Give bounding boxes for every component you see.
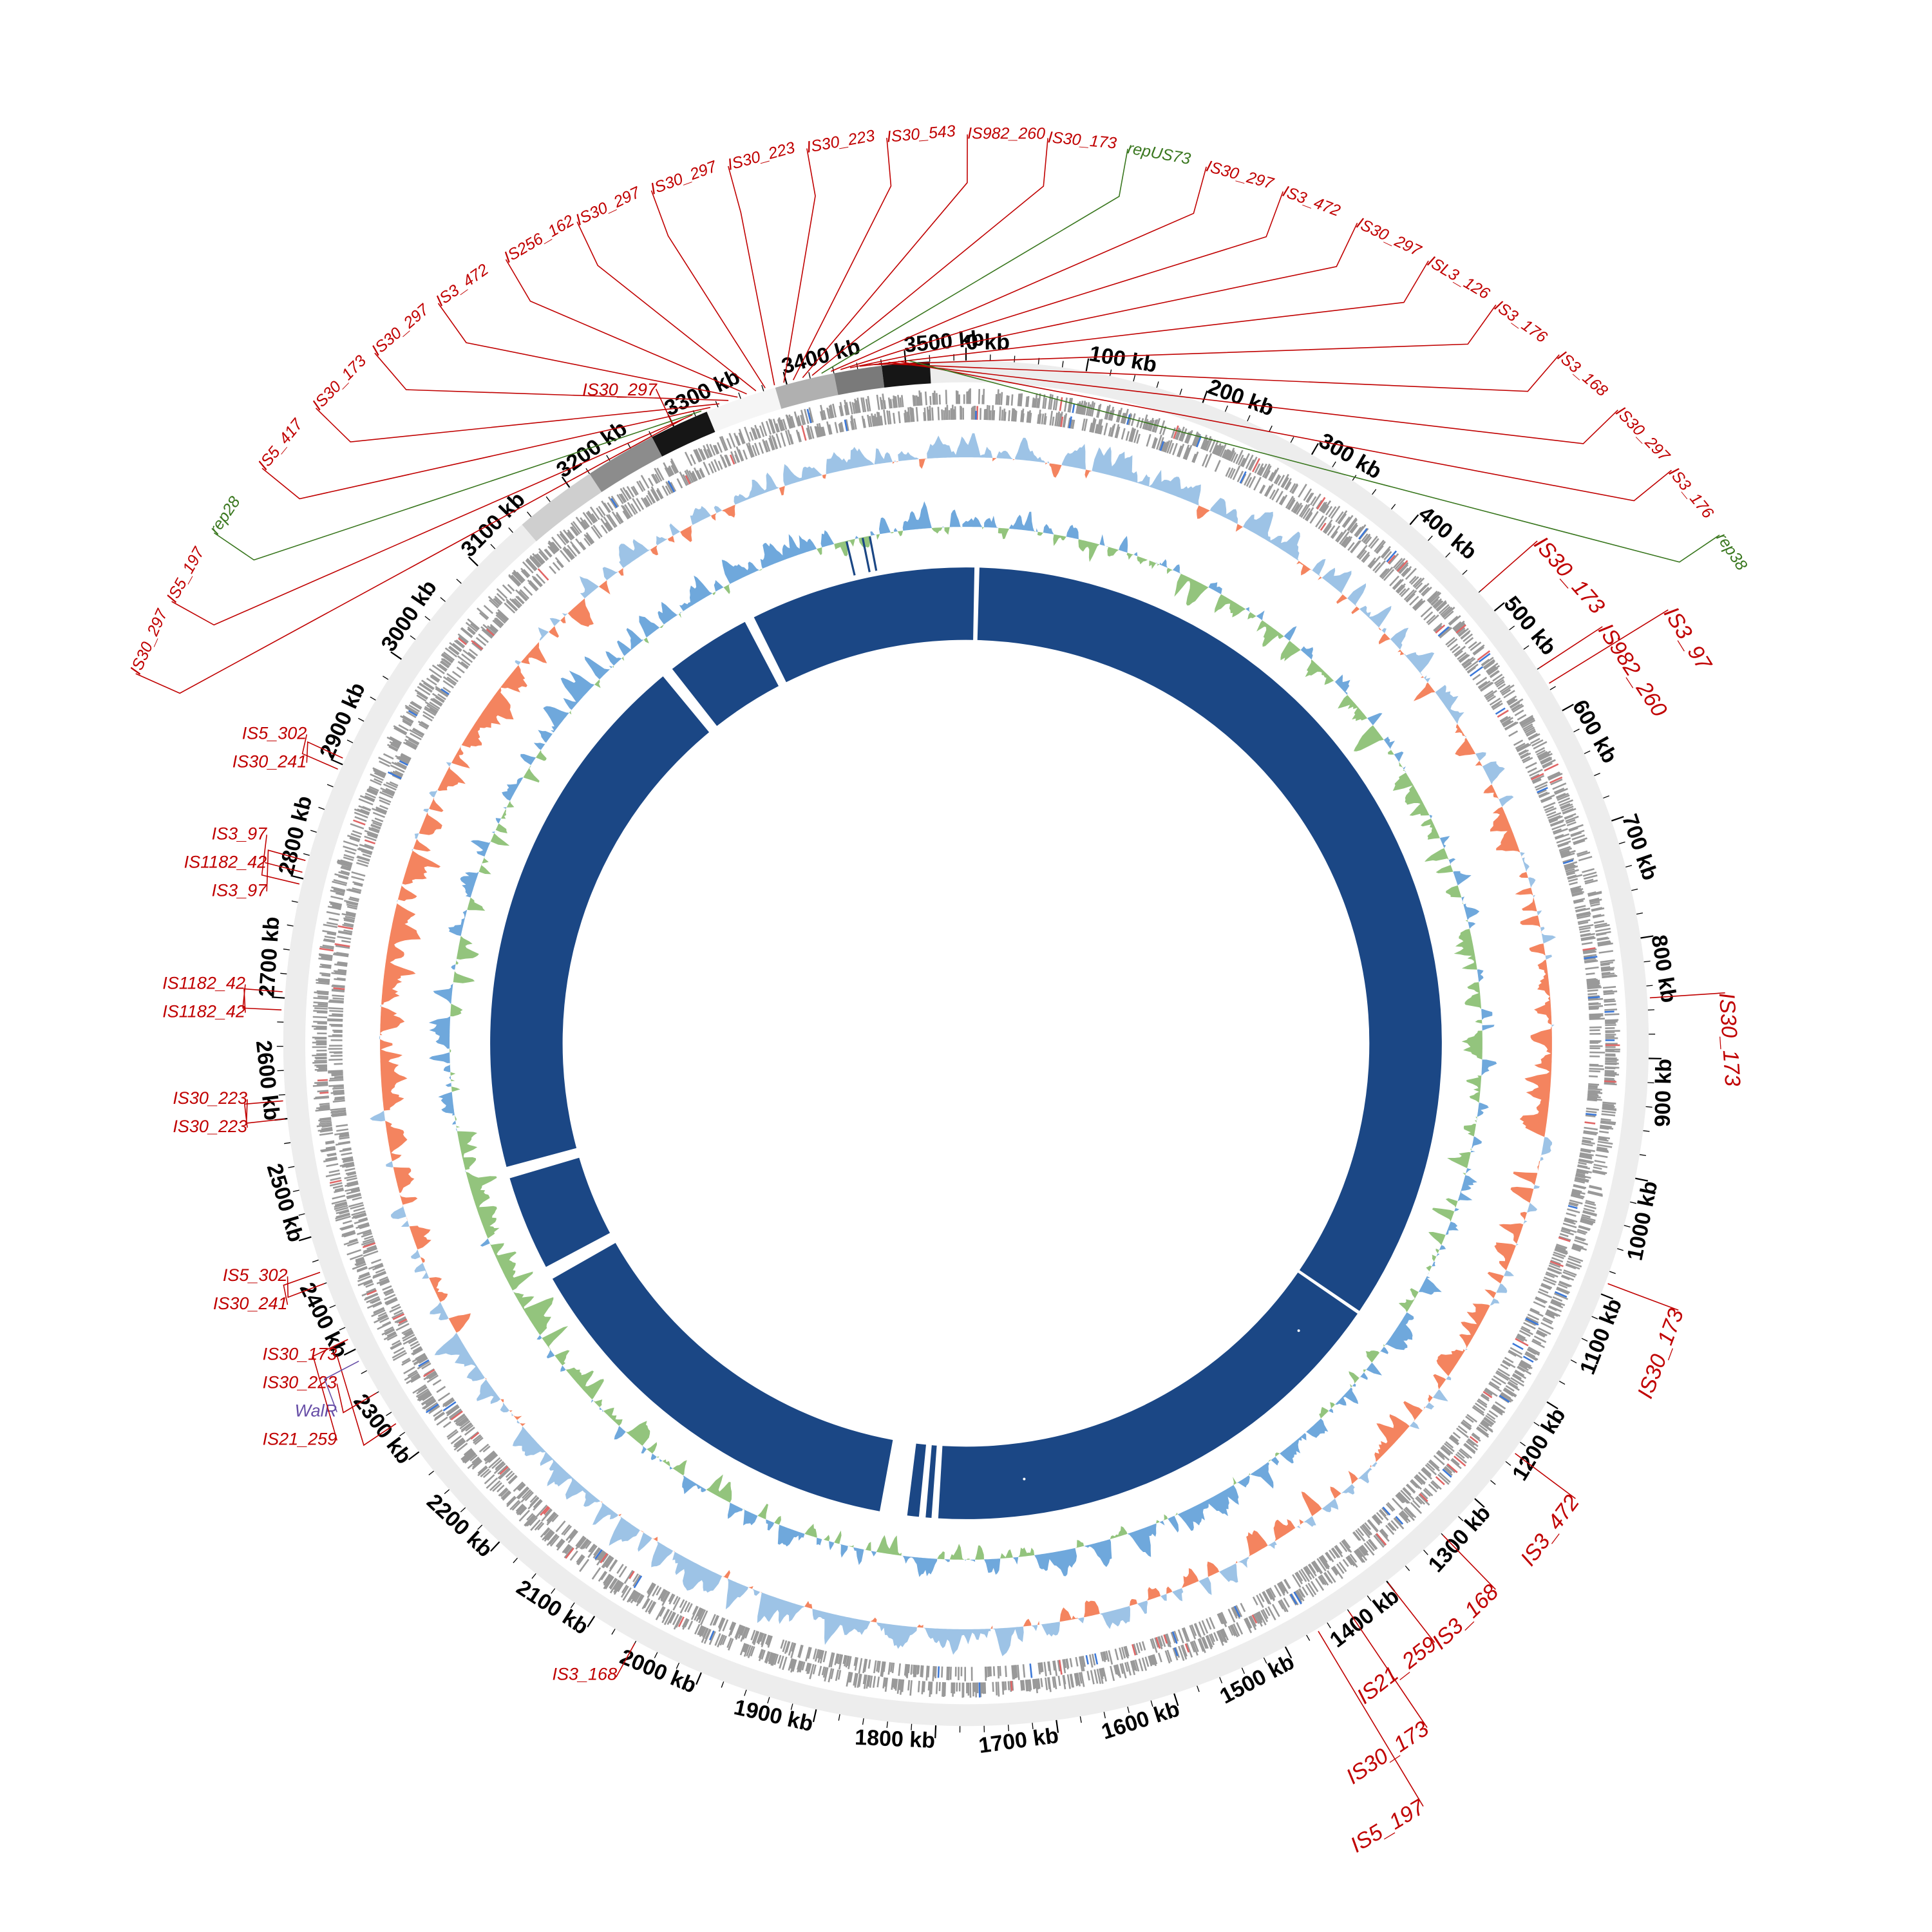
svg-text:IS30_173: IS30_173 — [263, 1345, 337, 1364]
svg-text:IS30_297: IS30_297 — [582, 380, 658, 399]
svg-text:IS30_241: IS30_241 — [232, 752, 307, 772]
svg-text:IS3_97: IS3_97 — [212, 824, 268, 843]
svg-text:IS982_260: IS982_260 — [967, 124, 1045, 142]
svg-text:IS30_223: IS30_223 — [173, 1117, 247, 1136]
svg-text:900 kb: 900 kb — [1651, 1059, 1676, 1128]
svg-text:IS5_302: IS5_302 — [223, 1265, 288, 1285]
svg-text:IS1182_42: IS1182_42 — [162, 1002, 245, 1021]
svg-text:IS5_302: IS5_302 — [242, 724, 307, 743]
svg-text:IS3_168: IS3_168 — [553, 1665, 618, 1684]
svg-text:IS3_97: IS3_97 — [212, 880, 268, 900]
svg-text:IS30_223: IS30_223 — [173, 1088, 247, 1108]
svg-text:IS1182_42: IS1182_42 — [184, 852, 267, 871]
svg-text:IS1182_42: IS1182_42 — [162, 974, 245, 993]
svg-text:1800 kb: 1800 kb — [855, 1725, 936, 1753]
svg-text:IS21_259: IS21_259 — [263, 1430, 337, 1449]
svg-text:IS30_241: IS30_241 — [213, 1294, 288, 1313]
